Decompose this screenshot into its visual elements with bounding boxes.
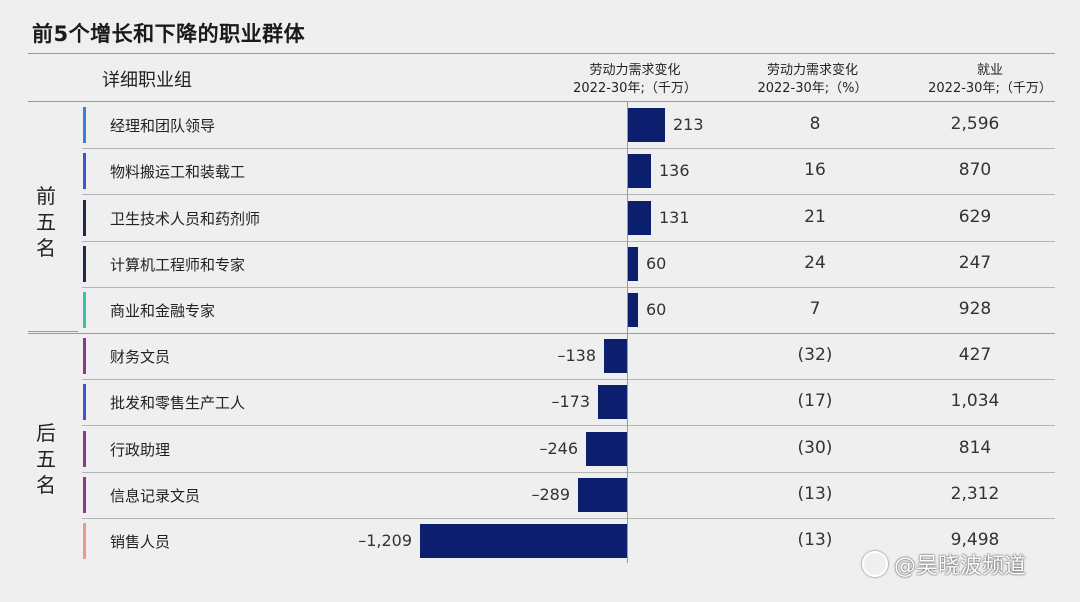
row-accent-marker: [83, 431, 86, 467]
row-accent-marker: [83, 292, 86, 328]
header-line-2: 2022-30年;（千万）: [928, 81, 1052, 96]
row-accent-marker: [83, 107, 86, 143]
row-accent-marker: [83, 338, 86, 374]
demand-change-value: 131: [659, 208, 690, 227]
row-separator: [82, 148, 1055, 149]
zero-axis-line: [627, 101, 628, 563]
demand-change-bar: [628, 293, 638, 327]
row-accent-marker: [83, 153, 86, 189]
occupation-label: 销售人员: [110, 533, 171, 551]
employment-value: 629: [958, 207, 992, 227]
header-line-1: 就业: [976, 63, 1003, 78]
row-separator: [82, 194, 1055, 195]
demand-change-bar: [628, 154, 651, 188]
side-label-char: 五: [36, 210, 56, 234]
demand-change-value: –246: [539, 439, 578, 458]
employment-value: 1,034: [950, 391, 1000, 411]
row-separator: [82, 379, 1055, 380]
demand-change-value: 60: [646, 254, 667, 273]
demand-change-pct: (17): [797, 391, 833, 411]
side-label-char: 后: [36, 421, 56, 445]
watermark: @吴晓波频道: [862, 548, 1026, 580]
demand-change-bar: [604, 339, 628, 373]
side-label-bottom-five: 后五名: [34, 420, 58, 498]
watermark-logo-icon: [862, 551, 888, 577]
demand-change-value: –1,209: [358, 531, 412, 550]
employment-value: 9,498: [950, 530, 1000, 550]
demand-change-value: –173: [551, 392, 590, 411]
row-accent-marker: [83, 523, 86, 559]
demand-change-value: 213: [673, 115, 704, 134]
column-header-employment: 就业 2022-30年;（千万）: [910, 62, 1070, 98]
occupation-label: 物料搬运工和装载工: [110, 163, 246, 181]
employment-value: 427: [958, 345, 992, 365]
row-accent-marker: [83, 384, 86, 420]
side-label-top-five: 前五名: [34, 183, 58, 261]
header-line-2: 2022-30年;（%）: [757, 81, 868, 96]
row-separator: [82, 241, 1055, 242]
demand-change-pct: (32): [797, 345, 833, 365]
section-divider: [28, 331, 78, 332]
demand-change-value: –289: [531, 485, 570, 504]
demand-change-bar: [578, 478, 628, 512]
side-label-char: 前: [36, 184, 56, 208]
side-label-char: 名: [36, 473, 56, 497]
employment-value: 870: [958, 160, 992, 180]
occupation-label: 计算机工程师和专家: [110, 256, 246, 274]
demand-change-pct: 16: [804, 160, 826, 180]
chart-title: 前5个增长和下降的职业群体: [32, 22, 306, 46]
occupation-label: 商业和金融专家: [110, 302, 216, 320]
employment-value: 2,596: [950, 114, 1000, 134]
demand-change-pct: 8: [809, 114, 821, 134]
row-separator: [82, 425, 1055, 426]
demand-change-pct: 24: [804, 253, 826, 273]
occupation-label: 卫生技术人员和药剂师: [110, 210, 261, 228]
column-header-occupation-group: 详细职业组: [102, 70, 192, 91]
header-line-1: 劳动力需求变化: [766, 63, 858, 78]
employment-value: 814: [958, 438, 992, 458]
demand-change-bar: [420, 524, 628, 558]
column-header-demand-change-pct: 劳动力需求变化 2022-30年;（%）: [735, 62, 890, 98]
demand-change-pct: (13): [797, 484, 833, 504]
row-accent-marker: [83, 246, 86, 282]
side-label-char: 名: [36, 236, 56, 260]
top-rule: [28, 53, 1055, 54]
row-separator: [82, 518, 1055, 519]
employment-value: 247: [958, 253, 992, 273]
demand-change-bar: [586, 432, 628, 466]
occupation-label: 行政助理: [110, 441, 171, 459]
section-separator: [28, 333, 1055, 334]
employment-value: 928: [958, 299, 992, 319]
demand-change-pct: 21: [804, 207, 826, 227]
demand-change-bar: [598, 385, 628, 419]
header-line-2: 2022-30年;（千万）: [573, 81, 697, 96]
occupation-label: 信息记录文员: [110, 487, 201, 505]
watermark-text: @吴晓波频道: [894, 554, 1027, 579]
occupation-label: 批发和零售生产工人: [110, 394, 246, 412]
row-separator: [82, 287, 1055, 288]
demand-change-value: 60: [646, 300, 667, 319]
row-accent-marker: [83, 477, 86, 513]
demand-change-pct: 7: [809, 299, 821, 319]
demand-change-bar: [628, 108, 665, 142]
row-separator: [82, 472, 1055, 473]
demand-change-pct: (13): [797, 530, 833, 550]
occupation-label: 财务文员: [110, 348, 171, 366]
employment-value: 2,312: [950, 484, 1000, 504]
column-header-demand-change-abs: 劳动力需求变化 2022-30年;（千万）: [560, 62, 710, 98]
demand-change-bar: [628, 247, 638, 281]
occupation-label: 经理和团队领导: [110, 117, 216, 135]
demand-change-pct: (30): [797, 438, 833, 458]
header-rule: [28, 101, 1055, 102]
header-line-1: 劳动力需求变化: [589, 63, 681, 78]
demand-change-value: –138: [557, 346, 596, 365]
demand-change-bar: [628, 201, 651, 235]
demand-change-value: 136: [659, 161, 690, 180]
side-label-char: 五: [36, 447, 56, 471]
row-accent-marker: [83, 200, 86, 236]
